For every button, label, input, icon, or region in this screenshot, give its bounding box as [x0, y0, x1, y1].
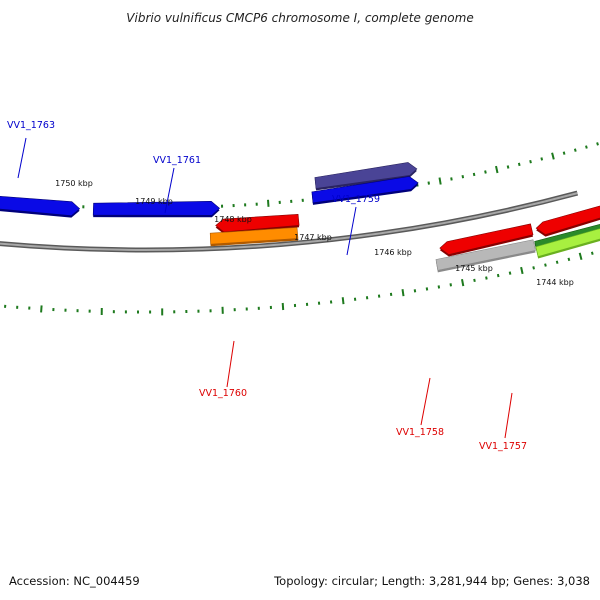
- feature-body: [435, 239, 536, 271]
- gene-feature-f-blue-1: [0, 196, 81, 218]
- accession-label: Accession: NC_004459: [9, 574, 140, 588]
- gene-labels: VV1_1763 VV1_1761 VV1_1759 VV1_1760 VV1_1758…: [7, 120, 527, 452]
- minor-tick: [532, 266, 535, 270]
- feature-body: [215, 214, 300, 233]
- scale-label: 1744 kbp: [536, 278, 574, 287]
- minor-tick: [529, 159, 532, 164]
- gene-label-VV1_1757: VV1_1757: [479, 392, 527, 452]
- major-tick: [495, 165, 499, 174]
- scale-label: 1746 kbp: [374, 248, 412, 257]
- gene-label-VV1_1761: VV1_1761: [153, 155, 201, 214]
- scale-label: 1749 kbp: [135, 197, 173, 206]
- feature-body: [209, 227, 299, 245]
- major-tick: [267, 199, 270, 207]
- feature-body: [311, 176, 419, 204]
- minor-tick: [461, 175, 465, 179]
- scale-labels: 1750 kbp 1749 kbp 1748 kbp 1747 kbp 1746 kbp…: [55, 179, 574, 287]
- leader-line: [346, 206, 357, 256]
- major-tick: [341, 297, 345, 305]
- scale-label: 1750 kbp: [55, 179, 93, 188]
- minor-tick: [485, 276, 488, 280]
- gene-label-text: VV1_1760: [199, 388, 247, 399]
- gene-label-text: VV1_1763: [7, 120, 55, 131]
- map-title: Vibrio vulnificus CMCP6 chromosome I, co…: [126, 11, 473, 25]
- minor-tick: [496, 273, 500, 278]
- feature-body: [314, 162, 418, 189]
- minor-tick: [413, 289, 417, 293]
- minor-tick: [573, 148, 577, 152]
- gene-label-text: VV1_1759: [332, 194, 380, 205]
- gene-label-VV1_1759: VV1_1759: [332, 194, 380, 256]
- leader-line: [17, 137, 27, 179]
- minor-tick: [437, 285, 441, 289]
- gene-label-VV1_1760: VV1_1760: [199, 340, 247, 399]
- gene-feature-f-purple: [314, 162, 418, 191]
- topology-label: Topology: circular; Length: 3,281,944 bp…: [274, 574, 590, 588]
- chromosome-backbone: [0, 190, 579, 253]
- feature-body: [535, 228, 600, 257]
- minor-tick: [449, 283, 452, 287]
- minor-tick: [425, 287, 429, 291]
- leader-line: [164, 167, 175, 214]
- feature-body: [92, 200, 220, 216]
- major-tick: [461, 279, 465, 287]
- gene-feature-f-red-1: [215, 214, 300, 234]
- leader-line: [420, 377, 431, 426]
- major-tick: [438, 177, 442, 185]
- gene-feature-f-blue-2: [92, 200, 220, 218]
- minor-tick: [590, 251, 594, 255]
- minor-tick: [596, 142, 599, 146]
- feature-body: [439, 223, 534, 255]
- gene-feature-f-gray: [435, 239, 536, 273]
- major-tick: [281, 302, 285, 311]
- minor-tick: [517, 162, 521, 167]
- minor-tick: [450, 177, 453, 181]
- gene-label-text: VV1_1757: [479, 441, 527, 452]
- gene-feature-f-blue-3: [311, 176, 419, 205]
- gene-label-VV1_1763: VV1_1763: [7, 120, 55, 179]
- feature-body: [0, 196, 81, 216]
- scale-label: 1747 kbp: [294, 233, 332, 242]
- leader-line: [504, 392, 513, 439]
- major-tick: [520, 266, 524, 275]
- gene-label-text: VV1_1758: [396, 427, 444, 438]
- scale-ticks-lower: [4, 251, 594, 316]
- gene-features: [0, 162, 600, 273]
- minor-tick: [585, 145, 588, 149]
- major-tick: [40, 305, 43, 313]
- major-tick: [401, 289, 405, 297]
- minor-tick: [484, 170, 487, 174]
- scale-label: 1745 kbp: [455, 264, 493, 273]
- gene-label-text: VV1_1761: [153, 155, 201, 166]
- minor-tick: [562, 151, 566, 155]
- gene-feature-f-orange: [209, 227, 299, 247]
- gene-label-VV1_1758: VV1_1758: [396, 377, 444, 438]
- scale-label: 1748 kbp: [214, 215, 252, 224]
- major-tick: [551, 152, 555, 160]
- backbone-highlight: [0, 192, 578, 251]
- feature-body: [535, 205, 600, 235]
- gene-feature-f-lightgreen: [535, 228, 600, 259]
- leader-line: [226, 340, 235, 388]
- minor-tick: [473, 278, 476, 283]
- minor-tick: [544, 263, 547, 267]
- minor-tick: [508, 271, 512, 275]
- minor-tick: [472, 172, 476, 177]
- minor-tick: [506, 165, 510, 169]
- minor-tick: [427, 181, 430, 185]
- minor-tick: [555, 260, 559, 264]
- major-tick: [578, 252, 583, 260]
- minor-tick: [567, 257, 571, 262]
- gene-feature-f-red-2: [439, 223, 534, 257]
- gene-feature-f-red-3: [535, 205, 600, 237]
- scale-ticks-upper: [1, 142, 599, 212]
- minor-tick: [540, 157, 544, 161]
